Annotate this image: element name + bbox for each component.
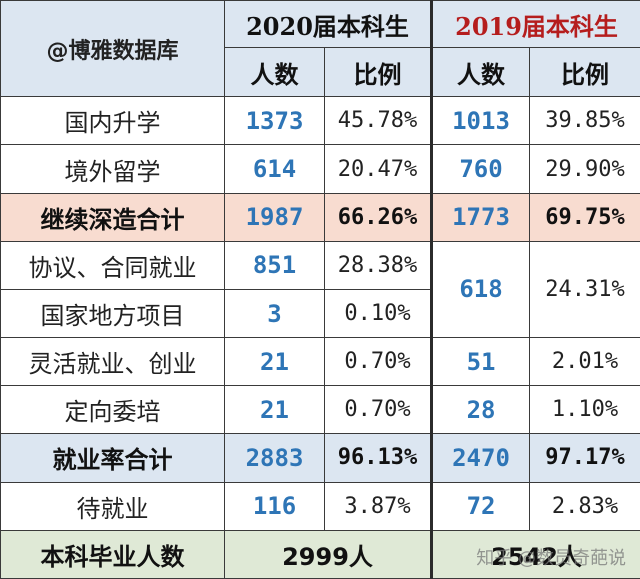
count-2020: 614: [224, 144, 325, 194]
ratio-2020: 66.26%: [323, 192, 433, 242]
total-2019: 2542人: [491, 542, 582, 571]
table-row-subtotal: 继续深造合计 1987 66.26% 1773 69.75%: [0, 192, 640, 242]
row-label: 就业率合计: [0, 433, 225, 483]
ratio-2019: 69.75%: [529, 192, 640, 242]
count-2020: 116: [224, 481, 325, 531]
count-2019: 1773: [430, 192, 531, 242]
table-row-subtotal: 就业率合计 2883 96.13% 2470 97.17%: [0, 433, 640, 483]
ratio-2019: 2.01%: [529, 337, 640, 387]
ratio-2020: 0.70%: [323, 385, 433, 435]
ratio-2020: 96.13%: [323, 433, 433, 483]
table-row: 协议、合同就业 851 28.38% 618 24.31%: [0, 240, 640, 339]
ratio-2020: 3.87%: [323, 481, 433, 531]
col-ratio-2020: 比例: [323, 47, 433, 98]
ratio-2020: 0.10%: [323, 288, 433, 339]
col-count-2020: 人数: [224, 47, 325, 98]
ratio-2019: 39.85%: [529, 96, 640, 146]
row-label: 定向委培: [0, 385, 225, 435]
col-ratio-2019: 比例: [529, 47, 640, 98]
count-2019: 1013: [430, 96, 531, 146]
count-2020: 851: [224, 240, 325, 290]
count-2019: 2470: [430, 433, 531, 483]
row-label: 本科毕业人数: [0, 529, 225, 579]
ratio-2019: 2.83%: [529, 481, 640, 531]
watermark: 知乎 @数员奇葩说: [476, 548, 627, 569]
row-label: 国内升学: [0, 96, 225, 146]
count-2019-merged: 618: [430, 240, 531, 339]
table-row: 国内升学 1373 45.78% 1013 39.85%: [0, 96, 640, 146]
count-2019: 51: [430, 337, 531, 387]
count-2019: 760: [430, 144, 531, 194]
row-label: 国家地方项目: [0, 288, 225, 339]
table-row-total: 本科毕业人数 2999人 2542人 知乎 @数员奇葩说: [0, 529, 640, 579]
ratio-2020: 45.78%: [323, 96, 433, 146]
row-label: 待就业: [0, 481, 225, 531]
ratio-2020: 28.38%: [323, 240, 433, 290]
ratio-2020: 20.47%: [323, 144, 433, 194]
count-2020: 1373: [224, 96, 325, 146]
row-label: 继续深造合计: [0, 192, 225, 242]
col-count-2019: 人数: [430, 47, 531, 98]
row-label: 境外留学: [0, 144, 225, 194]
count-2020: 2883: [224, 433, 325, 483]
table-row: 定向委培 21 0.70% 28 1.10%: [0, 385, 640, 435]
row-label: 灵活就业、创业: [0, 337, 225, 387]
count-2020: 3: [224, 288, 325, 339]
table-row: 境外留学 614 20.47% 760 29.90%: [0, 144, 640, 194]
table-row: 灵活就业、创业 21 0.70% 51 2.01%: [0, 337, 640, 387]
ratio-2019: 1.10%: [529, 385, 640, 435]
header-2019: 2019届本科生: [430, 0, 640, 49]
ratio-2020: 0.70%: [323, 337, 433, 387]
count-2019: 72: [430, 481, 531, 531]
row-label: 协议、合同就业: [0, 240, 225, 290]
ratio-2019: 97.17%: [529, 433, 640, 483]
count-2019: 28: [430, 385, 531, 435]
total-2019-cell: 2542人 知乎 @数员奇葩说: [430, 529, 640, 579]
table-row: 国家地方项目 3 0.10%: [0, 288, 640, 339]
count-2020: 1987: [224, 192, 325, 242]
table-row: 待就业 116 3.87% 72 2.83%: [0, 481, 640, 531]
count-2020: 21: [224, 337, 325, 387]
ratio-2019: 29.90%: [529, 144, 640, 194]
total-2020: 2999人: [223, 529, 433, 579]
ratio-2019-merged: 24.31%: [529, 240, 640, 339]
count-2020: 21: [224, 385, 325, 435]
header-2020: 2020届本科生: [223, 0, 433, 49]
database-label: @博雅数据库: [0, 0, 225, 98]
